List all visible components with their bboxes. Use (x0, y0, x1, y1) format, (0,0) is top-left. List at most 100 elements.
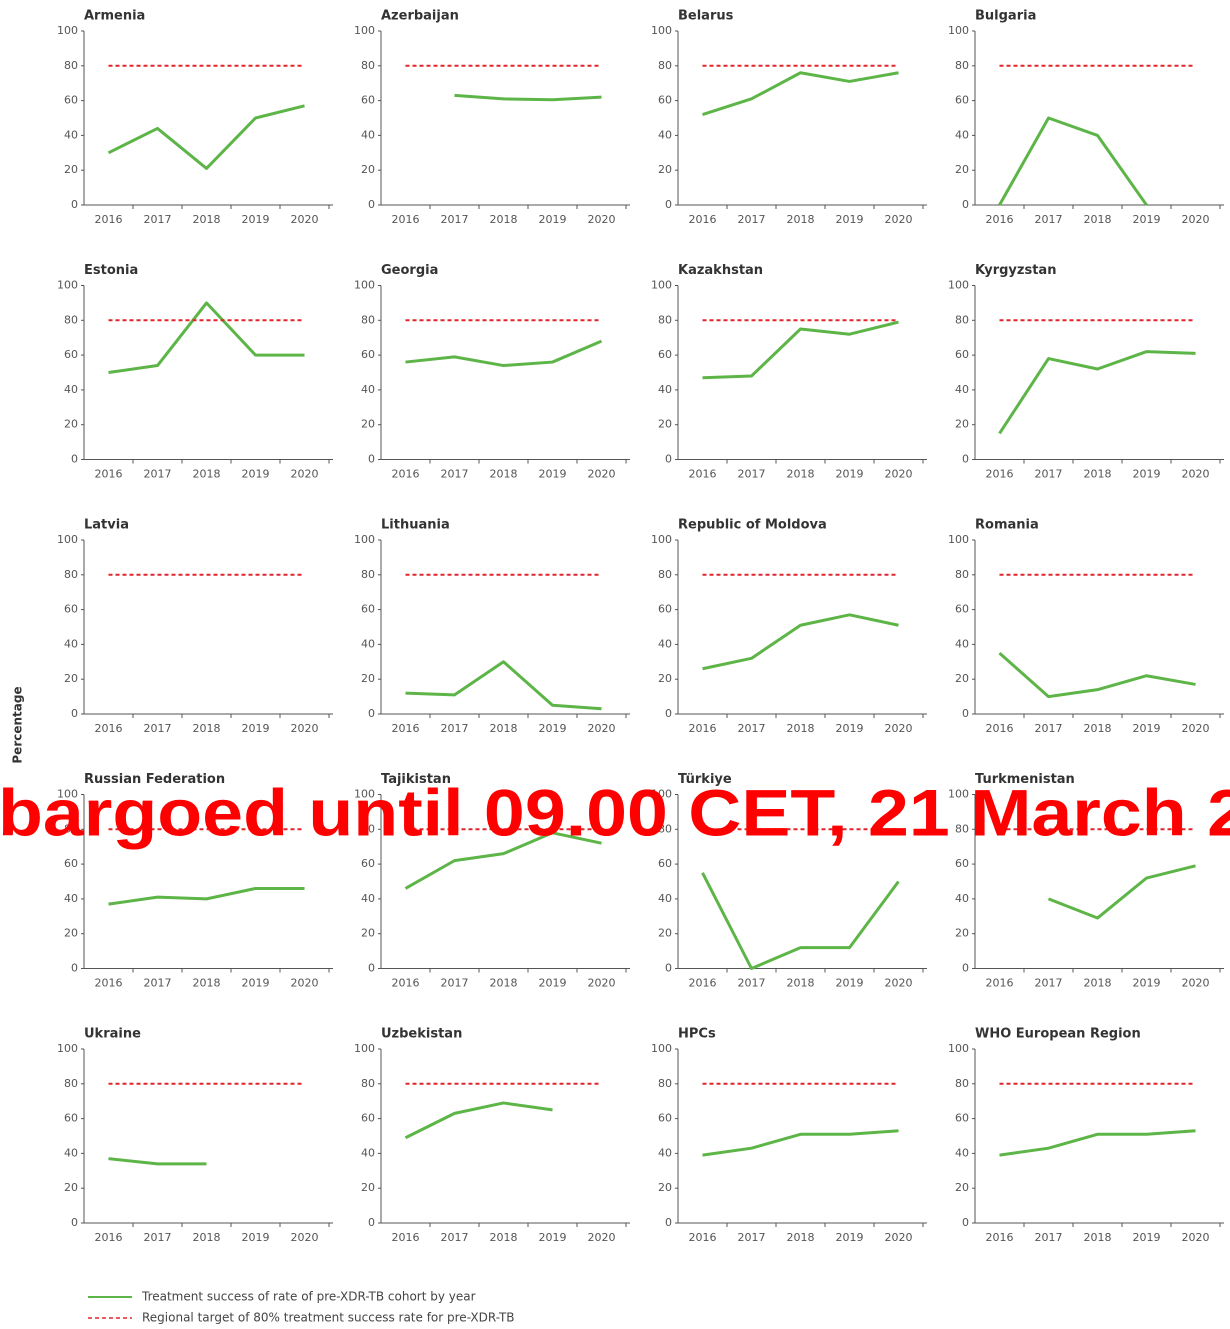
y-tick-label: 60 (658, 1112, 672, 1125)
panel-title: Belarus (678, 9, 734, 24)
x-tick-label: 2016 (392, 213, 420, 226)
series-line (108, 886, 305, 906)
panel-title: Armenia (84, 9, 145, 24)
y-tick-label: 100 (948, 279, 969, 292)
x-tick-label: 2020 (885, 977, 913, 990)
y-tick-label: 20 (64, 418, 78, 431)
x-tick-label: 2020 (291, 468, 319, 481)
y-tick-label: 100 (354, 788, 375, 801)
x-tick-label: 2016 (986, 468, 1014, 481)
x-tick-label: 2020 (885, 468, 913, 481)
y-tick-label: 20 (658, 418, 672, 431)
x-tick-label: 2016 (95, 722, 123, 735)
x-tick-label: 2020 (1182, 722, 1210, 735)
x-tick-label: 2017 (738, 1231, 766, 1244)
x-tick-label: 2017 (441, 468, 469, 481)
x-tick-label: 2016 (392, 468, 420, 481)
x-tick-label: 2016 (95, 468, 123, 481)
y-tick-label: 20 (955, 672, 969, 685)
y-tick-label: 100 (57, 279, 78, 292)
y-tick-label: 20 (361, 418, 375, 431)
y-tick-label: 0 (368, 198, 375, 211)
y-tick-label: 0 (962, 962, 969, 975)
y-tick-label: 0 (962, 198, 969, 211)
x-tick-label: 2020 (1182, 1231, 1210, 1244)
y-tick-label: 0 (962, 707, 969, 720)
x-tick-label: 2016 (95, 977, 123, 990)
x-tick-label: 2017 (1035, 977, 1063, 990)
series-line (405, 339, 603, 368)
y-axis-label: Percentage (11, 686, 25, 763)
x-tick-label: 2019 (836, 1231, 864, 1244)
x-tick-label: 2018 (490, 1231, 518, 1244)
y-tick-label: 40 (64, 1146, 78, 1159)
legend-label: Treatment success of rate of pre-XDR-TB … (141, 1290, 476, 1304)
x-tick-label: 2016 (392, 722, 420, 735)
series-line (702, 71, 899, 116)
x-tick-label: 2019 (242, 722, 270, 735)
x-tick-label: 2018 (490, 468, 518, 481)
panel-title: Lithuania (381, 518, 450, 533)
series-line (107, 104, 305, 170)
x-tick-label: 2020 (291, 977, 319, 990)
x-tick-label: 2019 (242, 468, 270, 481)
x-tick-label: 2020 (291, 213, 319, 226)
x-tick-label: 2020 (588, 468, 616, 481)
y-tick-label: 0 (368, 1216, 375, 1229)
x-tick-label: 2019 (836, 213, 864, 226)
x-tick-label: 2017 (144, 977, 172, 990)
x-tick-label: 2019 (242, 213, 270, 226)
panel-title: Turkmenistan (975, 772, 1075, 787)
series-line (108, 1157, 207, 1166)
x-tick-label: 2017 (1035, 722, 1063, 735)
x-tick-label: 2018 (193, 213, 221, 226)
y-tick-label: 0 (368, 962, 375, 975)
y-tick-label: 100 (354, 1042, 375, 1055)
y-tick-label: 60 (955, 94, 969, 107)
y-tick-label: 0 (71, 453, 78, 466)
y-tick-label: 20 (361, 163, 375, 176)
x-tick-label: 2016 (986, 977, 1014, 990)
series-line (998, 116, 1148, 206)
series-line (405, 660, 602, 711)
y-tick-label: 40 (64, 128, 78, 141)
panel-title: Latvia (84, 518, 129, 533)
y-tick-label: 0 (665, 453, 672, 466)
x-tick-label: 2018 (787, 213, 815, 226)
y-tick-label: 20 (361, 1181, 375, 1194)
y-tick-label: 60 (658, 94, 672, 107)
y-tick-label: 100 (651, 533, 672, 546)
x-tick-label: 2017 (441, 977, 469, 990)
x-tick-label: 2018 (193, 468, 221, 481)
y-tick-label: 0 (71, 707, 78, 720)
x-tick-label: 2018 (787, 1231, 815, 1244)
y-tick-label: 100 (57, 1042, 78, 1055)
x-tick-label: 2018 (490, 722, 518, 735)
panel-title: Ukraine (84, 1027, 141, 1042)
panel-title: Kyrgyzstan (975, 263, 1056, 278)
x-tick-label: 2020 (291, 722, 319, 735)
y-tick-label: 100 (651, 24, 672, 37)
x-tick-label: 2018 (1084, 213, 1112, 226)
x-tick-label: 2019 (539, 722, 567, 735)
y-tick-label: 100 (948, 1042, 969, 1055)
x-tick-label: 2019 (836, 977, 864, 990)
y-tick-label: 100 (354, 279, 375, 292)
y-tick-label: 40 (361, 1146, 375, 1159)
x-tick-label: 2017 (738, 213, 766, 226)
y-tick-label: 60 (955, 857, 969, 870)
x-tick-label: 2019 (1133, 722, 1161, 735)
x-tick-label: 2016 (95, 213, 123, 226)
y-tick-label: 100 (57, 533, 78, 546)
y-tick-label: 80 (361, 59, 375, 72)
series-line (404, 831, 602, 890)
x-tick-label: 2017 (1035, 468, 1063, 481)
y-tick-label: 60 (658, 348, 672, 361)
x-tick-label: 2020 (885, 722, 913, 735)
y-tick-label: 40 (955, 892, 969, 905)
y-tick-label: 0 (71, 198, 78, 211)
y-tick-label: 0 (71, 1216, 78, 1229)
panel-title: Tajikistan (381, 772, 451, 787)
y-tick-label: 60 (361, 603, 375, 616)
